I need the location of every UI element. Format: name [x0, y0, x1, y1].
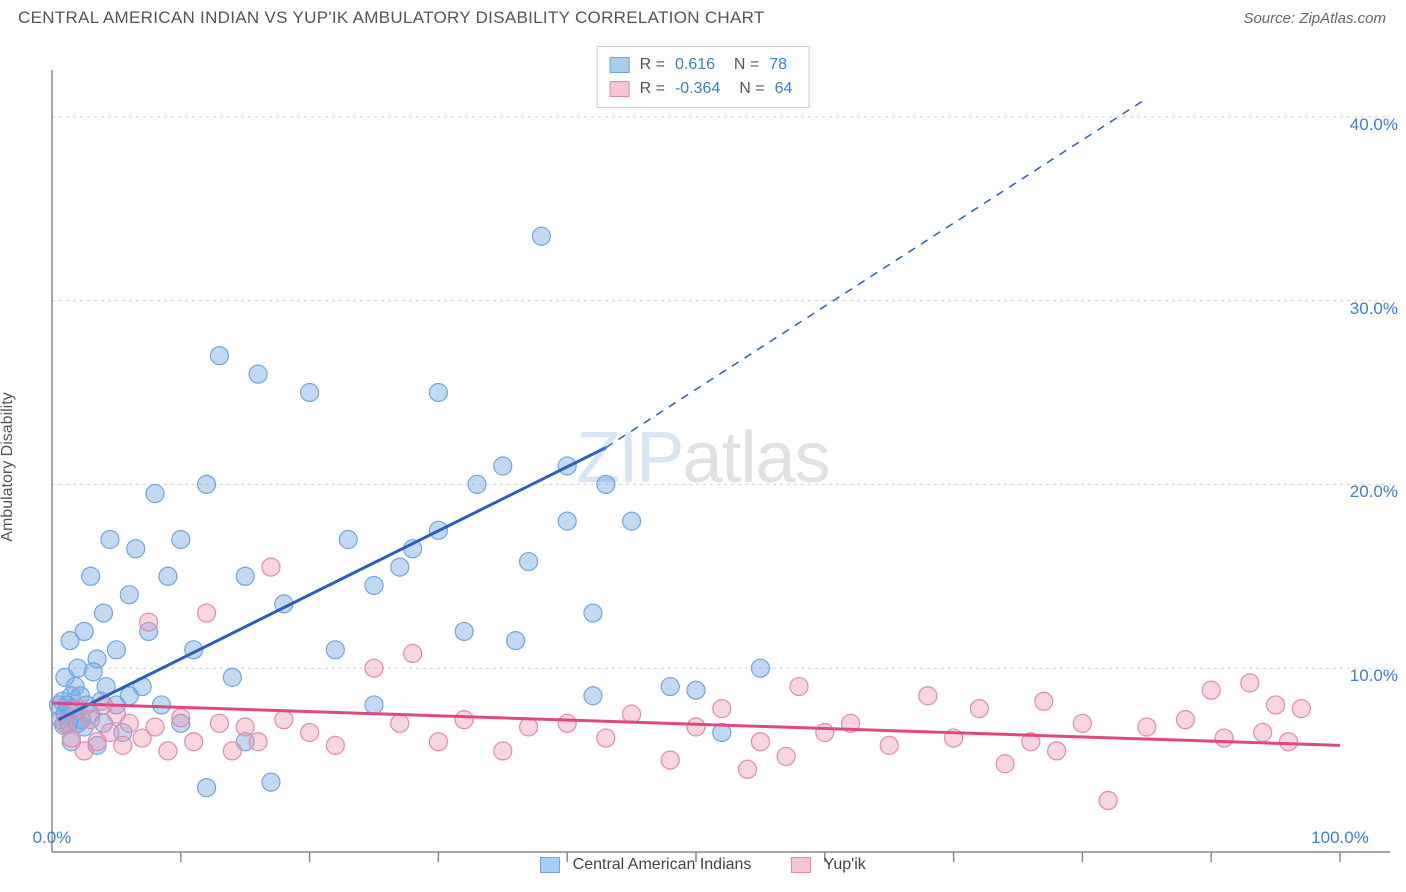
- stats-swatch-2: [610, 81, 630, 97]
- stats-r-value-1: 0.616: [675, 53, 715, 77]
- legend-label-1: Central American Indians: [573, 856, 752, 873]
- stats-row-1: R = 0.616 N = 78: [610, 53, 793, 77]
- xtick-100: 100.0%: [1311, 828, 1369, 848]
- ytick-30: 30.0%: [1350, 299, 1398, 319]
- legend-swatch-1: [540, 857, 560, 873]
- legend-item-2: Yup'ik: [791, 856, 865, 874]
- stats-n-label: N =: [730, 77, 764, 101]
- ytick-10: 10.0%: [1350, 666, 1398, 686]
- xtick-0: 0.0%: [33, 828, 72, 848]
- stats-legend-box: R = 0.616 N = 78 R = -0.364 N = 64: [597, 46, 810, 108]
- bottom-legend: Central American Indians Yup'ik: [0, 856, 1406, 874]
- chart-area: Ambulatory Disability ZIPatlas: [0, 32, 1406, 884]
- stats-n-value-1: 78: [769, 53, 787, 77]
- stats-row-2: R = -0.364 N = 64: [610, 77, 793, 101]
- ytick-20: 20.0%: [1350, 482, 1398, 502]
- stats-n-value-2: 64: [775, 77, 793, 101]
- legend-label-2: Yup'ik: [824, 856, 866, 873]
- header: CENTRAL AMERICAN INDIAN VS YUP'IK AMBULA…: [0, 0, 1406, 32]
- stats-r-label: R =: [640, 77, 665, 101]
- source-attribution: Source: ZipAtlas.com: [1243, 10, 1386, 27]
- stats-r-value-2: -0.364: [675, 77, 720, 101]
- ytick-40: 40.0%: [1350, 115, 1398, 135]
- stats-r-label: R =: [640, 53, 665, 77]
- stats-n-label: N =: [725, 53, 759, 77]
- legend-swatch-2: [791, 857, 811, 873]
- chart-title: CENTRAL AMERICAN INDIAN VS YUP'IK AMBULA…: [18, 8, 765, 28]
- scatter-plot-svg: [0, 32, 1406, 884]
- stats-swatch-1: [610, 57, 630, 73]
- legend-item-1: Central American Indians: [540, 856, 751, 874]
- y-axis-label: Ambulatory Disability: [0, 392, 17, 541]
